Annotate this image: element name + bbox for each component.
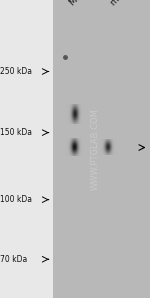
Text: 70 kDa: 70 kDa	[0, 255, 27, 264]
Text: 150 kDa: 150 kDa	[0, 128, 32, 137]
Bar	[53, 0, 150, 298]
Text: WWW.PTGLAB.COM: WWW.PTGLAB.COM	[91, 108, 100, 190]
Text: MCF-7: MCF-7	[68, 0, 93, 7]
Text: mouse brain: mouse brain	[110, 0, 150, 7]
Text: 100 kDa: 100 kDa	[0, 195, 32, 204]
Text: 250 kDa: 250 kDa	[0, 67, 32, 76]
